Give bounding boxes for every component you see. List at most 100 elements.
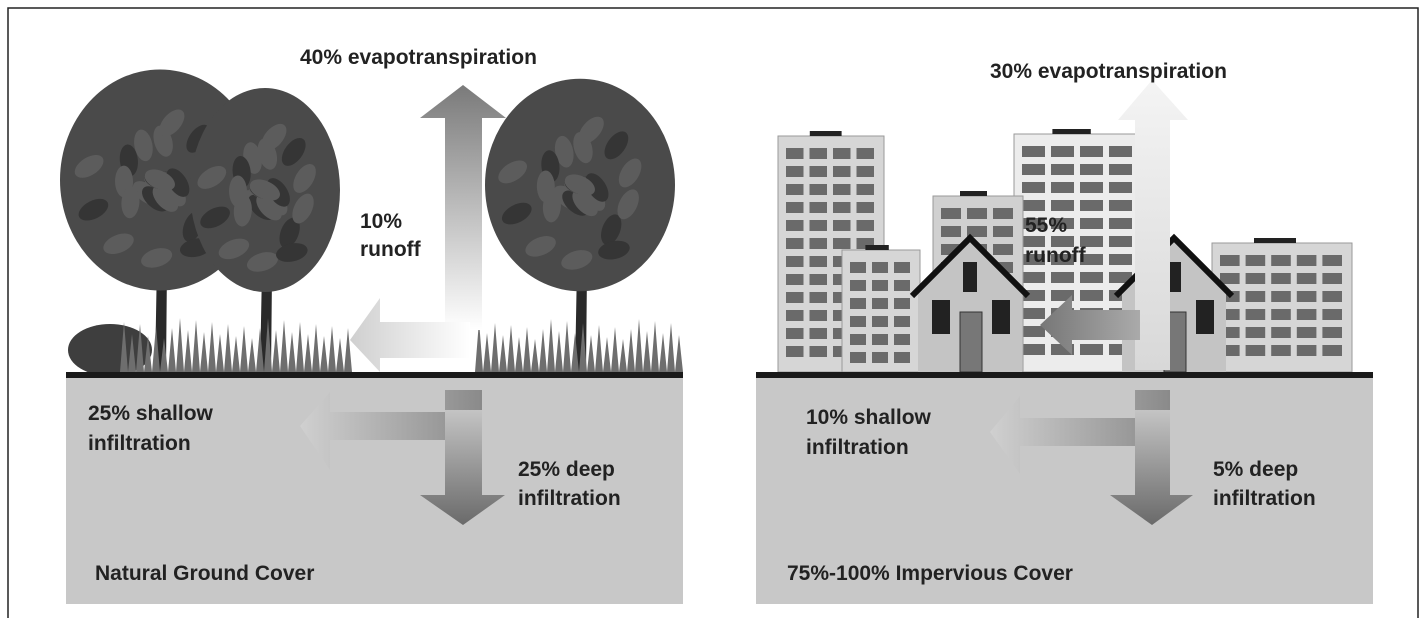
- window: [786, 220, 804, 231]
- window: [1109, 218, 1132, 229]
- window: [810, 328, 828, 339]
- window: [1022, 164, 1045, 175]
- shallow-label: 25% shallow: [88, 402, 214, 425]
- shallow-label: 10% shallow: [806, 406, 932, 429]
- window: [993, 244, 1013, 255]
- window: [857, 166, 875, 177]
- window: [850, 298, 866, 309]
- window: [1297, 345, 1317, 356]
- window: [833, 202, 851, 213]
- window: [1196, 300, 1214, 334]
- window: [786, 292, 804, 303]
- window: [810, 166, 828, 177]
- window: [786, 328, 804, 339]
- window: [1022, 272, 1045, 283]
- grass: [120, 318, 352, 372]
- window: [993, 226, 1013, 237]
- evapotranspiration-label: 40% evapotranspiration: [300, 46, 537, 69]
- window: [1080, 182, 1103, 193]
- ground-line: [66, 372, 683, 378]
- window: [1271, 291, 1291, 302]
- window: [857, 184, 875, 195]
- window: [894, 352, 910, 363]
- window: [1080, 146, 1103, 157]
- window: [993, 208, 1013, 219]
- window: [786, 184, 804, 195]
- window: [1051, 164, 1074, 175]
- window: [786, 346, 804, 357]
- window: [1109, 146, 1132, 157]
- window: [850, 262, 866, 273]
- window: [1271, 309, 1291, 320]
- window: [810, 148, 828, 159]
- window: [1051, 146, 1074, 157]
- window: [810, 184, 828, 195]
- window: [857, 220, 875, 231]
- window: [1109, 236, 1132, 247]
- window: [786, 310, 804, 321]
- window: [1109, 254, 1132, 265]
- window: [963, 262, 977, 292]
- diagram: 40% evapotranspiration 10% runoff 25% sh…: [0, 0, 1425, 618]
- window: [1022, 308, 1045, 319]
- window: [1322, 327, 1342, 338]
- window: [810, 310, 828, 321]
- window: [850, 334, 866, 345]
- window: [1322, 291, 1342, 302]
- window: [1322, 255, 1342, 266]
- window: [872, 280, 888, 291]
- window: [850, 352, 866, 363]
- window: [1022, 182, 1045, 193]
- roof-detail: [810, 131, 842, 136]
- window: [1109, 164, 1132, 175]
- window: [1322, 273, 1342, 284]
- window: [1297, 273, 1317, 284]
- shallow-label: infiltration: [88, 432, 191, 455]
- window: [1080, 218, 1103, 229]
- window: [786, 256, 804, 267]
- runoff-label: 10%: [360, 210, 402, 233]
- window: [894, 280, 910, 291]
- window: [833, 220, 851, 231]
- window: [872, 298, 888, 309]
- window: [1297, 327, 1317, 338]
- window: [833, 148, 851, 159]
- window: [1322, 309, 1342, 320]
- window: [1051, 182, 1074, 193]
- window: [810, 256, 828, 267]
- window: [833, 166, 851, 177]
- window: [1271, 327, 1291, 338]
- impervious-panel: 30% evapotranspiration 55% runoff 10% sh…: [756, 60, 1373, 604]
- window: [894, 262, 910, 273]
- ground-line: [756, 372, 1373, 378]
- window: [786, 238, 804, 249]
- caption: Natural Ground Cover: [95, 562, 314, 585]
- caption: 75%-100% Impervious Cover: [787, 562, 1073, 585]
- roof-detail: [1254, 238, 1296, 243]
- window: [1297, 255, 1317, 266]
- window: [1220, 273, 1240, 284]
- window: [810, 220, 828, 231]
- runoff-label: runoff: [360, 238, 422, 261]
- window: [1080, 164, 1103, 175]
- window: [1246, 291, 1266, 302]
- window: [833, 238, 851, 249]
- window: [1246, 345, 1266, 356]
- window: [810, 202, 828, 213]
- deep-label: 5% deep: [1213, 458, 1298, 481]
- window: [1297, 291, 1317, 302]
- window: [786, 202, 804, 213]
- window: [810, 346, 828, 357]
- window: [1246, 273, 1266, 284]
- window: [1271, 345, 1291, 356]
- window: [1022, 326, 1045, 337]
- deep-label: infiltration: [1213, 487, 1316, 510]
- window: [1322, 345, 1342, 356]
- roof-detail: [960, 191, 987, 196]
- window: [810, 292, 828, 303]
- window: [894, 316, 910, 327]
- window: [872, 334, 888, 345]
- window: [850, 316, 866, 327]
- window: [786, 166, 804, 177]
- window: [1246, 327, 1266, 338]
